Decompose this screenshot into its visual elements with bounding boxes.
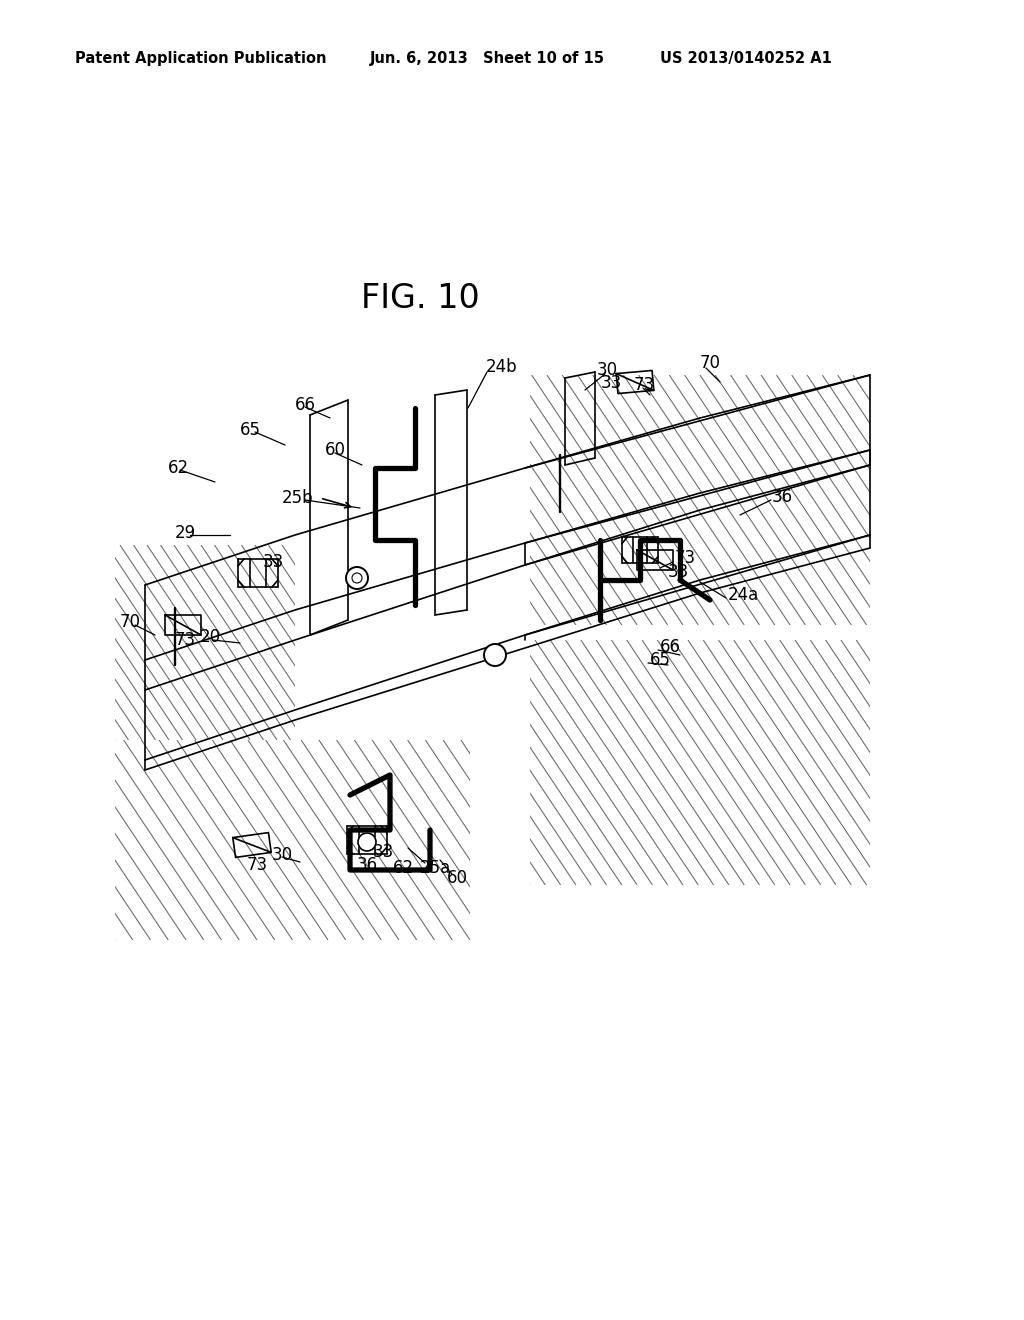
Text: 70: 70 <box>120 612 141 631</box>
Text: 60: 60 <box>447 869 468 887</box>
Text: 73: 73 <box>247 855 268 874</box>
Text: 73: 73 <box>175 631 197 649</box>
Text: 30: 30 <box>272 846 293 865</box>
Text: 70: 70 <box>700 354 721 372</box>
Text: 62: 62 <box>168 459 189 477</box>
Text: 33: 33 <box>373 843 394 861</box>
Circle shape <box>358 833 376 851</box>
Text: 65: 65 <box>650 651 671 669</box>
Text: 20: 20 <box>200 628 221 645</box>
Text: 36: 36 <box>772 488 794 506</box>
Text: 24b: 24b <box>486 358 517 376</box>
Text: FIG. 10: FIG. 10 <box>360 281 479 314</box>
Text: 30: 30 <box>597 360 618 379</box>
Text: 25a: 25a <box>420 859 452 876</box>
Text: 65: 65 <box>240 421 261 440</box>
Text: 66: 66 <box>295 396 316 414</box>
Text: 33: 33 <box>668 564 689 581</box>
Text: 60: 60 <box>325 441 346 459</box>
Text: 33: 33 <box>263 553 285 572</box>
Text: 66: 66 <box>660 638 681 656</box>
Text: 33: 33 <box>601 374 623 392</box>
Text: Patent Application Publication: Patent Application Publication <box>75 50 327 66</box>
Text: 25b: 25b <box>282 488 313 507</box>
Text: Jun. 6, 2013   Sheet 10 of 15: Jun. 6, 2013 Sheet 10 of 15 <box>370 50 605 66</box>
Circle shape <box>484 644 506 667</box>
Text: 73: 73 <box>675 549 696 568</box>
Text: 73: 73 <box>634 376 655 393</box>
Text: 36: 36 <box>357 855 378 874</box>
Text: 29: 29 <box>175 524 197 543</box>
Circle shape <box>346 568 368 589</box>
Text: 24a: 24a <box>728 586 759 605</box>
Text: US 2013/0140252 A1: US 2013/0140252 A1 <box>660 50 831 66</box>
Text: 62: 62 <box>393 859 414 876</box>
